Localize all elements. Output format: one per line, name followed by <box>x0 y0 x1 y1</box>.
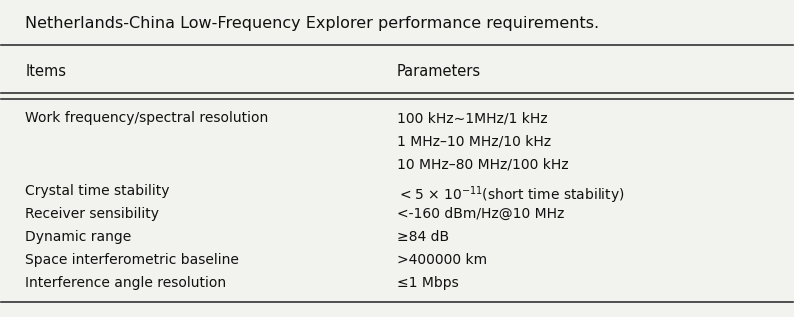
Text: Receiver sensibility: Receiver sensibility <box>25 207 159 221</box>
Text: <-160 dBm/Hz@10 MHz: <-160 dBm/Hz@10 MHz <box>397 207 565 221</box>
Text: ≥84 dB: ≥84 dB <box>397 230 449 244</box>
Text: 100 kHz∼1MHz/1 kHz: 100 kHz∼1MHz/1 kHz <box>397 111 548 125</box>
Text: Items: Items <box>25 64 66 79</box>
Text: Dynamic range: Dynamic range <box>25 230 131 244</box>
Text: Interference angle resolution: Interference angle resolution <box>25 276 226 290</box>
Text: Netherlands-China Low-Frequency Explorer performance requirements.: Netherlands-China Low-Frequency Explorer… <box>25 16 599 30</box>
Text: 1 MHz–10 MHz/10 kHz: 1 MHz–10 MHz/10 kHz <box>397 134 551 148</box>
Text: Crystal time stability: Crystal time stability <box>25 184 170 198</box>
Text: ≤1 Mbps: ≤1 Mbps <box>397 276 459 290</box>
Text: Space interferometric baseline: Space interferometric baseline <box>25 253 239 267</box>
Text: Parameters: Parameters <box>397 64 481 79</box>
Text: >400000 km: >400000 km <box>397 253 488 267</box>
Text: 10 MHz–80 MHz/100 kHz: 10 MHz–80 MHz/100 kHz <box>397 157 569 171</box>
Text: Work frequency/spectral resolution: Work frequency/spectral resolution <box>25 111 268 125</box>
Text: $<$5 $\times$ 10$^{-11}$(short time stability): $<$5 $\times$ 10$^{-11}$(short time stab… <box>397 184 625 205</box>
